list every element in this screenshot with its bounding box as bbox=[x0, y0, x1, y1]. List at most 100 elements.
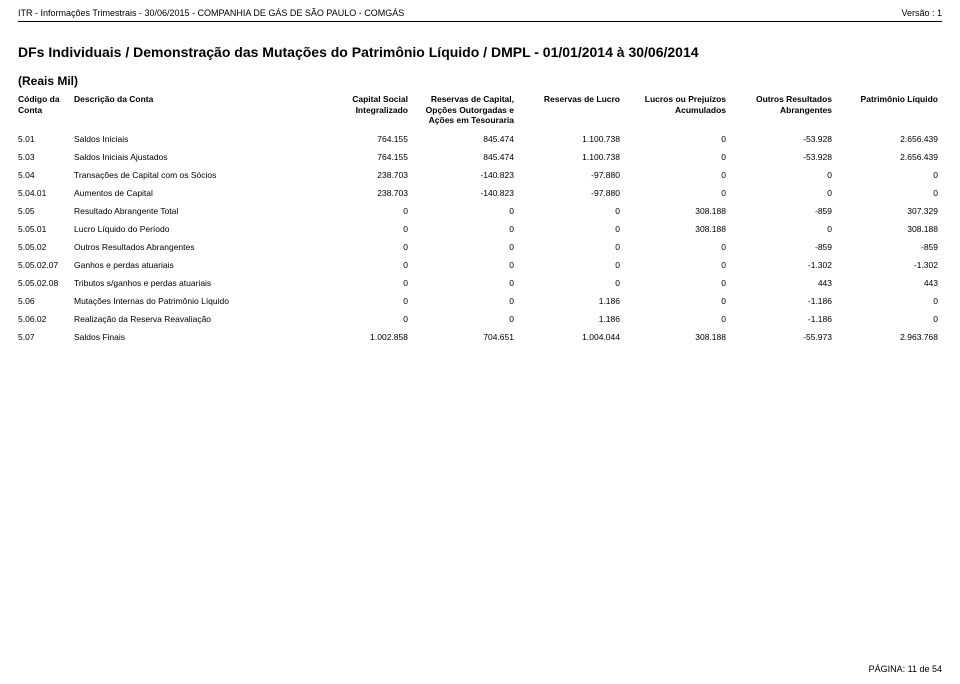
page-title: DFs Individuais / Demonstração das Mutaç… bbox=[18, 44, 942, 60]
table-row: 5.05.02.07Ganhos e perdas atuariais0000-… bbox=[18, 256, 942, 274]
cell-value: 0 bbox=[726, 170, 832, 180]
cell-value: 1.004.044 bbox=[514, 332, 620, 342]
cell-desc: Lucro Líquido do Período bbox=[74, 224, 302, 234]
cell-code: 5.05.01 bbox=[18, 224, 74, 234]
table-row: 5.05Resultado Abrangente Total000308.188… bbox=[18, 202, 942, 220]
document-header: ITR - Informações Trimestrais - 30/06/20… bbox=[18, 8, 942, 21]
cell-value: -97.880 bbox=[514, 188, 620, 198]
cell-value: 0 bbox=[832, 296, 938, 306]
page-subtitle: (Reais Mil) bbox=[18, 74, 942, 88]
cell-value: -859 bbox=[832, 242, 938, 252]
cell-value: 0 bbox=[302, 278, 408, 288]
cell-value: -1.302 bbox=[832, 260, 938, 270]
document-header-right: Versão : 1 bbox=[901, 8, 942, 18]
cell-code: 5.05.02.08 bbox=[18, 278, 74, 288]
cell-desc: Saldos Finais bbox=[74, 332, 302, 342]
cell-value: 845.474 bbox=[408, 134, 514, 144]
col-header-code: Código da Conta bbox=[18, 94, 74, 115]
cell-value: -53.928 bbox=[726, 152, 832, 162]
cell-value: 0 bbox=[408, 260, 514, 270]
cell-value: 764.155 bbox=[302, 152, 408, 162]
cell-code: 5.03 bbox=[18, 152, 74, 162]
cell-code: 5.05 bbox=[18, 206, 74, 216]
cell-value: 1.002.858 bbox=[302, 332, 408, 342]
cell-value: 845.474 bbox=[408, 152, 514, 162]
cell-value: 0 bbox=[408, 206, 514, 216]
cell-value: -140.823 bbox=[408, 188, 514, 198]
cell-value: 764.155 bbox=[302, 134, 408, 144]
cell-value: 308.188 bbox=[832, 224, 938, 234]
cell-desc: Ganhos e perdas atuariais bbox=[74, 260, 302, 270]
cell-value: 443 bbox=[726, 278, 832, 288]
cell-value: 0 bbox=[726, 224, 832, 234]
cell-desc: Tributos s/ganhos e perdas atuariais bbox=[74, 278, 302, 288]
cell-value: 308.188 bbox=[620, 206, 726, 216]
cell-code: 5.05.02.07 bbox=[18, 260, 74, 270]
cell-value: 2.656.439 bbox=[832, 152, 938, 162]
cell-value: -1.302 bbox=[726, 260, 832, 270]
cell-value: 443 bbox=[832, 278, 938, 288]
cell-value: 0 bbox=[514, 242, 620, 252]
cell-value: -140.823 bbox=[408, 170, 514, 180]
cell-value: 238.703 bbox=[302, 170, 408, 180]
cell-value: 0 bbox=[832, 188, 938, 198]
cell-value: 1.186 bbox=[514, 314, 620, 324]
cell-value: 0 bbox=[302, 206, 408, 216]
cell-value: -859 bbox=[726, 206, 832, 216]
cell-value: 0 bbox=[302, 260, 408, 270]
col-header-outros-resultados: Outros Resultados Abrangentes bbox=[726, 94, 832, 115]
cell-value: -1.186 bbox=[726, 314, 832, 324]
col-header-desc: Descrição da Conta bbox=[74, 94, 302, 105]
cell-value: -97.880 bbox=[514, 170, 620, 180]
table-row: 5.04.01Aumentos de Capital238.703-140.82… bbox=[18, 184, 942, 202]
cell-desc: Realização da Reserva Reavaliação bbox=[74, 314, 302, 324]
cell-value: 0 bbox=[514, 260, 620, 270]
cell-value: -859 bbox=[726, 242, 832, 252]
cell-value: 0 bbox=[408, 278, 514, 288]
page: ITR - Informações Trimestrais - 30/06/20… bbox=[0, 0, 960, 684]
cell-value: 0 bbox=[620, 188, 726, 198]
cell-code: 5.01 bbox=[18, 134, 74, 144]
table-body: 5.01Saldos Iniciais764.155845.4741.100.7… bbox=[18, 130, 942, 346]
cell-value: -55.973 bbox=[726, 332, 832, 342]
col-header-patrimonio-liquido: Patrimônio Líquido bbox=[832, 94, 938, 105]
cell-value: 0 bbox=[832, 314, 938, 324]
col-header-capital-social: Capital Social Integralizado bbox=[302, 94, 408, 115]
cell-value: 1.100.738 bbox=[514, 152, 620, 162]
col-header-reservas-capital: Reservas de Capital, Opções Outorgadas e… bbox=[408, 94, 514, 126]
cell-desc: Saldos Iniciais Ajustados bbox=[74, 152, 302, 162]
cell-value: 0 bbox=[514, 206, 620, 216]
cell-value: -1.186 bbox=[726, 296, 832, 306]
cell-value: 2.656.439 bbox=[832, 134, 938, 144]
table-row: 5.01Saldos Iniciais764.155845.4741.100.7… bbox=[18, 130, 942, 148]
cell-code: 5.04.01 bbox=[18, 188, 74, 198]
table-row: 5.07Saldos Finais1.002.858704.6511.004.0… bbox=[18, 328, 942, 346]
cell-desc: Resultado Abrangente Total bbox=[74, 206, 302, 216]
cell-code: 5.05.02 bbox=[18, 242, 74, 252]
cell-value: 2.963.768 bbox=[832, 332, 938, 342]
cell-value: 704.651 bbox=[408, 332, 514, 342]
cell-value: 0 bbox=[302, 224, 408, 234]
header-rule bbox=[18, 21, 942, 22]
table-row: 5.05.02.08Tributos s/ganhos e perdas atu… bbox=[18, 274, 942, 292]
cell-value: 0 bbox=[726, 188, 832, 198]
cell-value: 0 bbox=[620, 242, 726, 252]
cell-value: 0 bbox=[302, 296, 408, 306]
table-row: 5.04Transações de Capital com os Sócios2… bbox=[18, 166, 942, 184]
cell-desc: Outros Resultados Abrangentes bbox=[74, 242, 302, 252]
cell-value: 238.703 bbox=[302, 188, 408, 198]
table-row: 5.06Mutações Internas do Patrimônio Líqu… bbox=[18, 292, 942, 310]
cell-value: 0 bbox=[620, 278, 726, 288]
cell-desc: Mutações Internas do Patrimônio Líquido bbox=[74, 296, 302, 306]
table-row: 5.05.02Outros Resultados Abrangentes0000… bbox=[18, 238, 942, 256]
cell-value: 0 bbox=[302, 314, 408, 324]
table-header-row: Código da Conta Descrição da Conta Capit… bbox=[18, 94, 942, 130]
cell-value: 0 bbox=[620, 134, 726, 144]
table-row: 5.06.02Realização da Reserva Reavaliação… bbox=[18, 310, 942, 328]
cell-value: 0 bbox=[302, 242, 408, 252]
cell-code: 5.04 bbox=[18, 170, 74, 180]
cell-value: 308.188 bbox=[620, 332, 726, 342]
table-row: 5.03Saldos Iniciais Ajustados764.155845.… bbox=[18, 148, 942, 166]
cell-value: 0 bbox=[620, 314, 726, 324]
cell-value: 0 bbox=[514, 224, 620, 234]
